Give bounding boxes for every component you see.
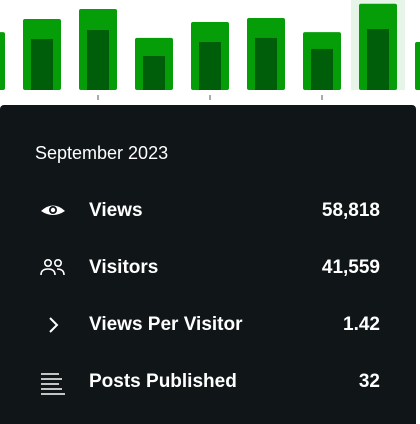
tooltip: September 2023 Views 58,818 Visitors 41,… <box>0 105 416 424</box>
row-label: Views <box>89 200 143 221</box>
row-value: 58,818 <box>321 200 380 221</box>
bar <box>31 38 53 90</box>
eye-icon <box>41 205 65 215</box>
row-label: Views Per Visitor <box>89 314 243 335</box>
tooltip-title: September 2023 <box>35 143 169 163</box>
bar <box>199 42 221 90</box>
row-label: Visitors <box>89 257 159 278</box>
bar <box>367 29 389 91</box>
bar <box>415 42 420 90</box>
bar <box>311 48 333 90</box>
bar <box>143 55 165 90</box>
row-label: Posts Published <box>89 371 237 392</box>
people-icon <box>40 258 65 276</box>
bar <box>87 30 109 90</box>
row-value: 41,559 <box>321 257 380 278</box>
tooltip-row: Visitors 41,559 <box>0 253 416 283</box>
row-value: 1.42 <box>343 314 380 335</box>
row-value: 32 <box>358 371 380 392</box>
tooltip-row: Views Per Visitor 1.42 <box>0 310 416 340</box>
tooltip-row: Views 58,818 <box>0 196 416 226</box>
bar <box>0 32 5 90</box>
chart <box>0 0 420 100</box>
bar <box>255 37 277 90</box>
tooltip-row: Posts Published 32 <box>0 367 416 397</box>
list-icon <box>41 373 65 395</box>
chevron-icon <box>49 317 59 333</box>
